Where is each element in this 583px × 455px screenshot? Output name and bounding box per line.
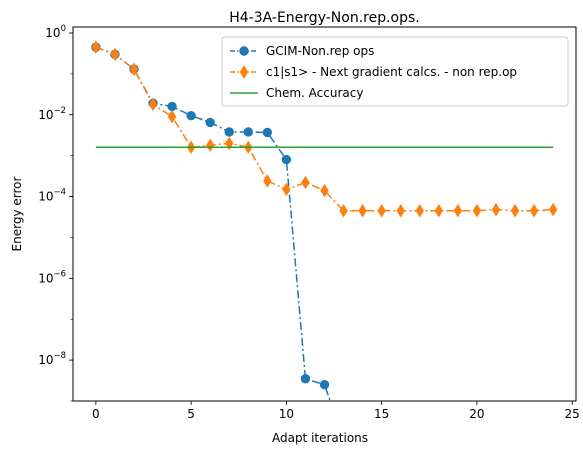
series-2-point xyxy=(377,203,386,218)
y-tick-label: 10−2 xyxy=(38,106,66,122)
series-1-point xyxy=(243,127,253,137)
series-1-point xyxy=(281,154,292,165)
series-1-point xyxy=(167,101,177,112)
series-2-point xyxy=(129,62,139,76)
series-2-point xyxy=(358,203,367,218)
legend: GCIM-Non.rep ops c1|s1> - Next gradient c… xyxy=(221,36,569,107)
x-axis: 0 5 10 15 20 25 xyxy=(92,401,580,421)
series-2-point xyxy=(396,203,405,218)
series-2-point xyxy=(415,203,424,218)
series-layer xyxy=(91,40,558,401)
y-axis: 100 10−2 10−4 10−6 10−8 xyxy=(38,24,73,402)
series-2-point xyxy=(320,183,329,198)
legend-item: c1|s1> - Next gradient calcs. - non rep.… xyxy=(230,65,517,79)
series-2-point xyxy=(167,109,177,124)
series-2 xyxy=(91,40,558,218)
legend-marker xyxy=(239,65,249,79)
y-tick-label: 10−4 xyxy=(38,188,66,204)
x-tick-label: 5 xyxy=(187,407,195,421)
series-2-point xyxy=(453,203,463,218)
x-tick-label: 10 xyxy=(279,407,294,421)
series-2-point xyxy=(510,203,520,218)
series-2-point xyxy=(148,97,158,112)
x-tick-label: 15 xyxy=(374,407,389,421)
series-1-point xyxy=(300,374,311,384)
series-1-point xyxy=(205,117,215,128)
series-1-point xyxy=(262,127,273,138)
series-1-point xyxy=(186,110,196,121)
series-2-point xyxy=(110,47,120,62)
series-2-point xyxy=(548,202,558,217)
x-axis-label: Adapt iterations xyxy=(272,431,368,445)
x-tick-label: 0 xyxy=(92,407,100,421)
series-2-point xyxy=(91,40,101,54)
legend-label: c1|s1> - Next gradient calcs. - non rep.… xyxy=(266,65,517,79)
legend-box xyxy=(221,36,569,107)
series-2-point xyxy=(282,182,291,197)
chart-title: H4-3A-Energy-Non.rep.ops. xyxy=(229,10,420,26)
x-tick-label: 25 xyxy=(565,407,580,421)
y-tick-label: 100 xyxy=(45,24,66,40)
legend-item: Chem. Accuracy xyxy=(230,86,363,100)
series-2-point xyxy=(225,136,234,151)
series-1-point xyxy=(224,127,234,137)
series-2-point xyxy=(339,203,348,218)
series-2-point xyxy=(491,202,501,217)
plot-area xyxy=(91,40,558,401)
y-tick-label: 10−8 xyxy=(38,351,66,367)
y-tick-label: 10−6 xyxy=(38,269,66,285)
x-tick-label: 20 xyxy=(469,407,484,421)
series-2-point xyxy=(472,203,482,218)
series-2-point xyxy=(529,203,539,218)
series-1-point xyxy=(319,380,330,390)
series-2-point xyxy=(301,175,310,190)
series-2-point xyxy=(205,138,215,152)
y-axis-label: Energy error xyxy=(10,177,24,252)
series-2-point xyxy=(263,174,272,188)
legend-marker xyxy=(239,46,249,56)
legend-label: GCIM-Non.rep ops xyxy=(266,44,374,58)
legend-label: Chem. Accuracy xyxy=(266,86,363,100)
legend-item: GCIM-Non.rep ops xyxy=(230,44,374,58)
series-2-point xyxy=(434,203,444,218)
plot-frame xyxy=(72,26,577,402)
